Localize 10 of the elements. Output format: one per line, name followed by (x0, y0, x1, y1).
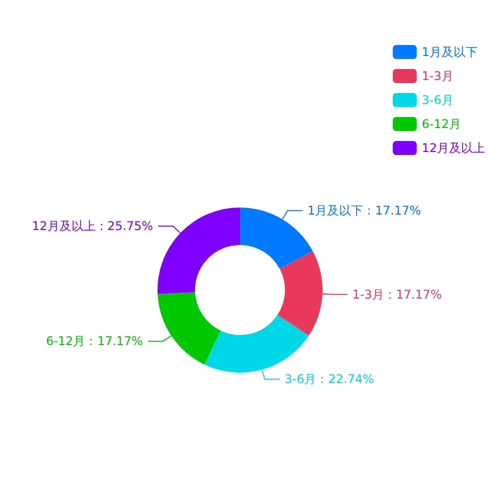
data-label: 1-3月：17.17% (352, 287, 442, 302)
legend-label: 3-6月 (422, 93, 454, 107)
data-label: 1月及以下：17.17% (308, 204, 421, 218)
data-label: 3-6月：22.74% (284, 372, 374, 386)
legend-label: 6-12月 (422, 117, 461, 131)
data-label: 12月及以上：25.75% (32, 219, 154, 234)
legend-label: 1月及以下 (422, 45, 478, 59)
legend-label: 12月及以上 (422, 141, 486, 155)
data-label: 6-12月：17.17% (46, 334, 143, 348)
legend-label: 1-3月 (422, 69, 454, 83)
